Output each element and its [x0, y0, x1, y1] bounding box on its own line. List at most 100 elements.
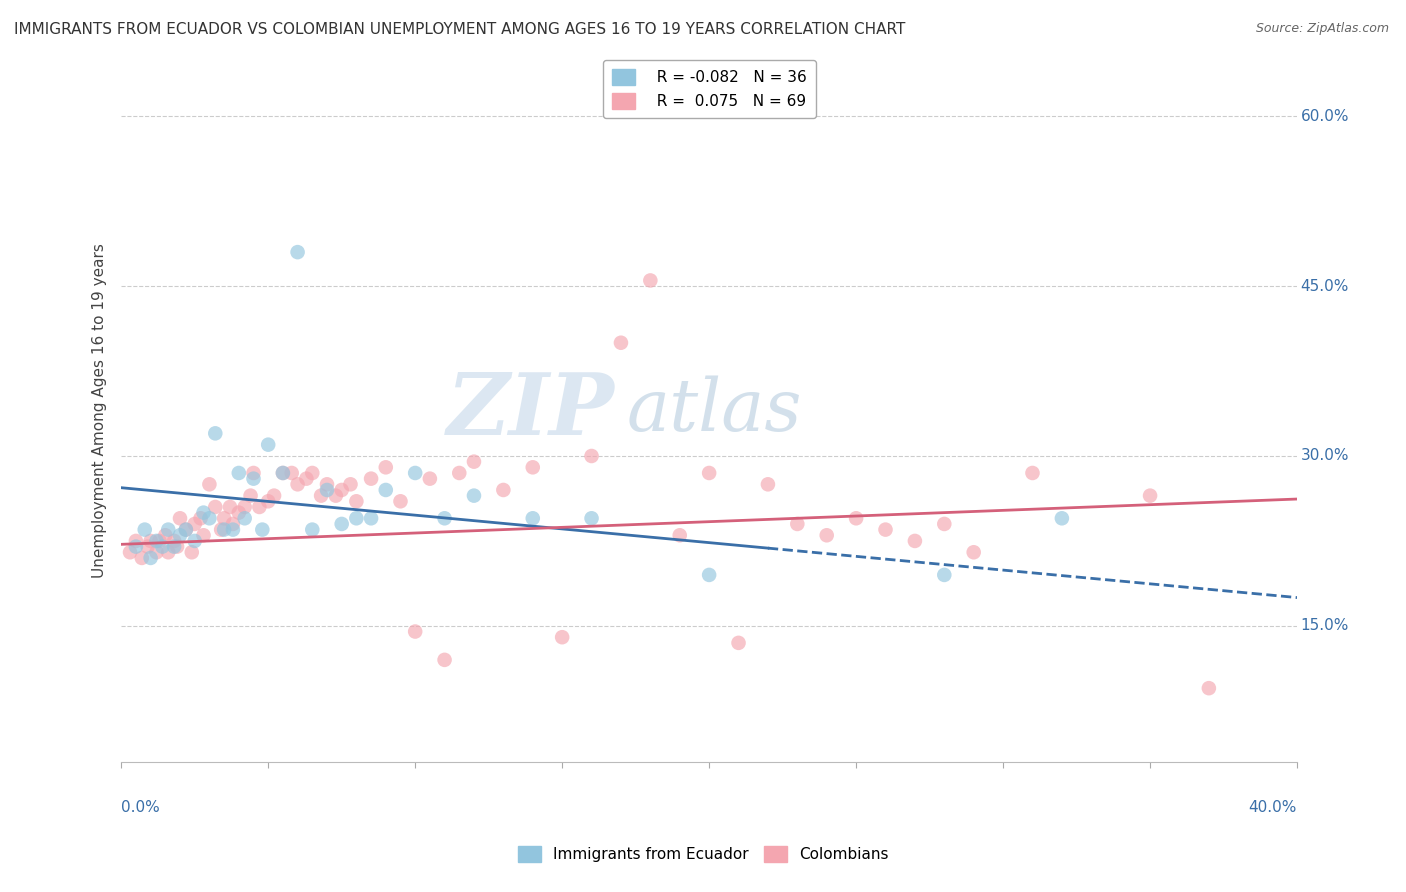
Point [727, 636, 749, 650]
Point [163, 533, 186, 548]
Point [1050, 511, 1073, 525]
Point [150, 540, 173, 554]
Point [697, 568, 720, 582]
Point [360, 472, 382, 486]
Point [219, 500, 242, 514]
Point [125, 540, 148, 554]
Point [257, 438, 280, 452]
Point [904, 533, 927, 548]
Point [157, 523, 180, 537]
Point [301, 466, 323, 480]
Point [875, 523, 897, 537]
Point [263, 489, 285, 503]
Point [174, 523, 197, 537]
Point [242, 472, 264, 486]
Point [139, 533, 162, 548]
Point [247, 500, 270, 514]
Point [190, 511, 212, 525]
Text: 0.0%: 0.0% [121, 800, 160, 815]
Point [239, 489, 262, 503]
Point [756, 477, 779, 491]
Point [131, 550, 153, 565]
Point [287, 245, 309, 260]
Point [139, 550, 162, 565]
Point [374, 483, 396, 497]
Point [271, 466, 294, 480]
Text: Source: ZipAtlas.com: Source: ZipAtlas.com [1256, 22, 1389, 36]
Point [174, 523, 197, 537]
Point [325, 489, 347, 503]
Point [697, 466, 720, 480]
Point [204, 500, 226, 514]
Point [228, 506, 250, 520]
Point [463, 455, 485, 469]
Legend:   R = -0.082   N = 36,   R =  0.075   N = 69: R = -0.082 N = 36, R = 0.075 N = 69 [603, 61, 815, 118]
Point [309, 489, 332, 503]
Point [163, 540, 186, 554]
Text: ZIP: ZIP [447, 369, 614, 452]
Point [1139, 489, 1161, 503]
Point [134, 523, 156, 537]
Point [242, 466, 264, 480]
Point [581, 449, 603, 463]
Point [330, 483, 353, 497]
Legend: Immigrants from Ecuador, Colombians: Immigrants from Ecuador, Colombians [512, 840, 894, 868]
Point [934, 568, 956, 582]
Point [433, 511, 456, 525]
Point [316, 477, 339, 491]
Point [330, 516, 353, 531]
Point [963, 545, 986, 559]
Point [404, 466, 426, 480]
Point [344, 494, 367, 508]
Point [1021, 466, 1043, 480]
Point [183, 533, 205, 548]
Point [419, 472, 441, 486]
Point [183, 516, 205, 531]
Point [522, 511, 544, 525]
Point [374, 460, 396, 475]
Point [145, 533, 167, 548]
Point [198, 511, 221, 525]
Point [433, 653, 456, 667]
Text: IMMIGRANTS FROM ECUADOR VS COLOMBIAN UNEMPLOYMENT AMONG AGES 16 TO 19 YEARS CORR: IMMIGRANTS FROM ECUADOR VS COLOMBIAN UNE… [14, 22, 905, 37]
Point [581, 511, 603, 525]
Text: 60.0%: 60.0% [1301, 109, 1350, 124]
Point [934, 516, 956, 531]
Point [155, 528, 177, 542]
Text: atlas: atlas [627, 376, 803, 446]
Point [316, 483, 339, 497]
Point [180, 545, 202, 559]
Point [193, 506, 215, 520]
Point [222, 516, 245, 531]
Text: 40.0%: 40.0% [1249, 800, 1298, 815]
Point [148, 533, 170, 548]
Point [449, 466, 471, 480]
Point [166, 540, 188, 554]
Point [252, 523, 274, 537]
Point [125, 533, 148, 548]
Point [257, 494, 280, 508]
Text: 15.0%: 15.0% [1301, 618, 1348, 633]
Text: 30.0%: 30.0% [1301, 449, 1350, 464]
Point [492, 483, 515, 497]
Point [668, 528, 690, 542]
Point [169, 528, 191, 542]
Point [169, 511, 191, 525]
Point [551, 630, 574, 644]
Point [198, 477, 221, 491]
Point [222, 523, 245, 537]
Point [157, 545, 180, 559]
Point [287, 477, 309, 491]
Text: 45.0%: 45.0% [1301, 278, 1348, 293]
Point [295, 472, 318, 486]
Point [193, 528, 215, 542]
Point [204, 426, 226, 441]
Point [228, 466, 250, 480]
Point [845, 511, 868, 525]
Point [389, 494, 412, 508]
Point [212, 523, 235, 537]
Point [463, 489, 485, 503]
Point [280, 466, 302, 480]
Point [344, 511, 367, 525]
Point [209, 523, 232, 537]
